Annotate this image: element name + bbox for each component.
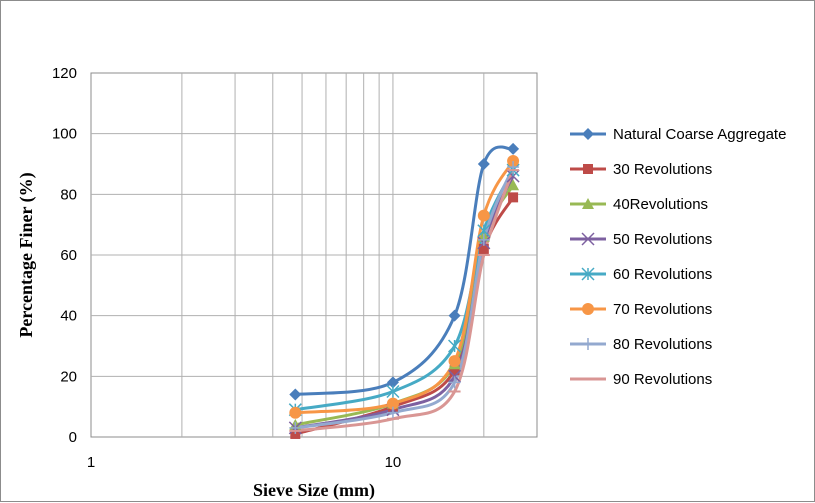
legend-item: 50 Revolutions bbox=[570, 231, 712, 248]
data-point bbox=[507, 154, 520, 167]
x-tick-label: 1 bbox=[87, 454, 95, 471]
legend-item: Natural Coarse Aggregate bbox=[570, 126, 786, 143]
legend-label: 60 Revolutions bbox=[613, 266, 712, 283]
data-point bbox=[290, 428, 301, 439]
x-tick-label: 10 bbox=[385, 454, 402, 471]
data-point bbox=[448, 376, 461, 389]
legend-item: 30 Revolutions bbox=[570, 161, 712, 178]
legend-item: 90 Revolutions bbox=[570, 371, 712, 388]
legend-label: 80 Revolutions bbox=[613, 336, 712, 353]
legend-marker bbox=[582, 338, 594, 350]
legend-marker bbox=[582, 303, 594, 315]
data-point bbox=[507, 142, 520, 155]
data-point bbox=[448, 309, 461, 322]
legend-label: Natural Coarse Aggregate bbox=[613, 126, 786, 143]
y-tick-label: 60 bbox=[60, 247, 77, 264]
legend-item: 80 Revolutions bbox=[570, 336, 712, 353]
legend-label: 30 Revolutions bbox=[613, 161, 712, 178]
y-tick-label: 120 bbox=[52, 65, 77, 82]
data-point bbox=[477, 233, 490, 246]
data-point bbox=[449, 365, 460, 376]
legend-item: 60 Revolutions bbox=[570, 266, 712, 283]
series-line bbox=[295, 169, 515, 433]
legend-marker bbox=[583, 164, 593, 174]
data-point bbox=[448, 339, 462, 353]
data-point bbox=[386, 384, 400, 399]
legend-marker bbox=[582, 128, 594, 140]
data-point bbox=[448, 369, 462, 383]
y-tick-labels: 0 20 40 60 80 100 120 bbox=[52, 65, 77, 446]
grid bbox=[91, 73, 537, 437]
data-point bbox=[386, 376, 399, 389]
y-tick-label: 80 bbox=[60, 186, 77, 203]
data-point bbox=[289, 406, 302, 419]
y-tick-label: 40 bbox=[60, 308, 77, 325]
y-axis-title: Percentage Finer (%) bbox=[16, 172, 37, 337]
data-point bbox=[448, 355, 461, 368]
data-point bbox=[386, 406, 399, 419]
data-point bbox=[506, 169, 520, 183]
legend-item: 70 Revolutions bbox=[570, 301, 712, 318]
data-point bbox=[386, 397, 399, 410]
data-point bbox=[477, 209, 490, 222]
legend-label: 40Revolutions bbox=[613, 196, 708, 213]
legend-marker bbox=[581, 232, 595, 246]
x-tick-labels: 1 10 bbox=[87, 454, 401, 471]
series-markers bbox=[288, 142, 520, 439]
data-point bbox=[478, 243, 489, 254]
x-axis-title: Sieve Size (mm) bbox=[253, 480, 375, 501]
data-point bbox=[507, 179, 520, 191]
data-point bbox=[289, 388, 302, 401]
y-tick-label: 20 bbox=[60, 368, 77, 385]
y-tick-label: 100 bbox=[52, 126, 77, 143]
data-point bbox=[477, 158, 490, 170]
legend-label: 90 Revolutions bbox=[613, 371, 712, 388]
legend-marker bbox=[581, 267, 595, 281]
legend-label: 50 Revolutions bbox=[613, 231, 712, 248]
legend: Natural Coarse Aggregate 30 Revolutions 40… bbox=[570, 126, 786, 388]
data-point bbox=[508, 192, 519, 203]
y-tick-label: 0 bbox=[69, 429, 77, 446]
legend-marker bbox=[582, 198, 594, 209]
legend-item: 40Revolutions bbox=[570, 196, 708, 213]
legend-label: 70 Revolutions bbox=[613, 301, 712, 318]
